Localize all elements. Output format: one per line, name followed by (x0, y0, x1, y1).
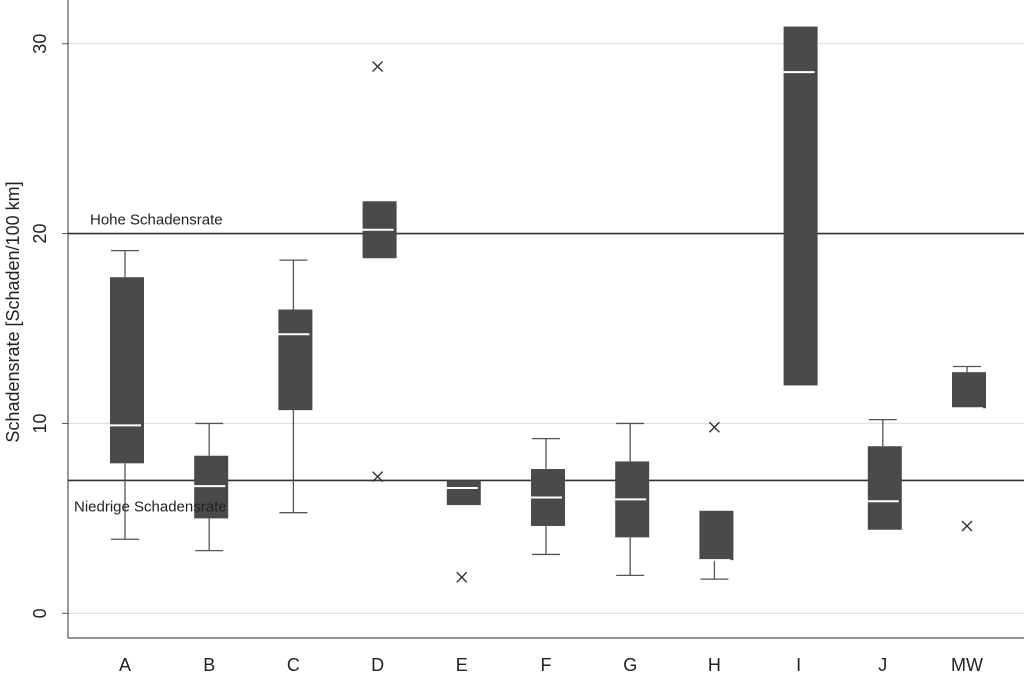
x-tick-label: MW (951, 655, 983, 674)
x-tick-label: C (287, 655, 300, 674)
x-tick-label: H (708, 655, 721, 674)
x-tick-label: G (623, 655, 637, 674)
box-H (698, 421, 734, 580)
x-tick-label: J (878, 655, 887, 674)
y-tick-label: 10 (30, 413, 50, 433)
outlier-stroke (372, 471, 384, 483)
box-body (110, 277, 144, 464)
box-F (530, 437, 565, 556)
labels: 0 10 20 30 Hohe Schadensrate Niedrige Schaden… (3, 34, 983, 674)
outlier-marker (372, 60, 384, 72)
box-A (109, 249, 144, 540)
x-tick-label: D (371, 655, 384, 674)
box-E (445, 480, 481, 583)
box-body (867, 446, 902, 530)
x-tick-label: I (796, 655, 801, 674)
x-tick-label: A (119, 655, 131, 674)
box-D (361, 60, 397, 483)
outlier-marker (372, 471, 384, 483)
reference-line-label: Niedrige Schadensrate (74, 498, 227, 515)
box-J (866, 418, 902, 530)
box-G (614, 422, 650, 576)
box-B (193, 422, 229, 552)
box-C (277, 259, 313, 514)
outlier-stroke (456, 571, 468, 583)
box-body (952, 372, 986, 409)
y-axis-label: Schadensrate [Schaden/100 km] (3, 181, 23, 442)
boxes (109, 26, 986, 583)
x-tick-label: E (456, 655, 468, 674)
outlier-stroke (961, 520, 973, 532)
outlier-stroke (372, 60, 384, 72)
box-body (783, 26, 818, 386)
y-tick-label: 30 (30, 34, 50, 54)
x-tick-label: B (203, 655, 215, 674)
outlier-marker (961, 520, 973, 532)
x-tick-label: F (541, 655, 552, 674)
box-body (446, 480, 481, 506)
outlier-stroke (708, 421, 720, 433)
y-tick-label: 20 (30, 224, 50, 244)
reference-line-label: Hohe Schadensrate (90, 212, 223, 229)
box-I (782, 26, 818, 386)
y-tick-label: 0 (30, 608, 50, 618)
box-body (699, 510, 734, 561)
box-MW (951, 365, 986, 532)
axes (62, 0, 1024, 639)
box-body (278, 309, 313, 411)
outlier-marker (708, 421, 720, 433)
outlier-marker (456, 571, 468, 583)
